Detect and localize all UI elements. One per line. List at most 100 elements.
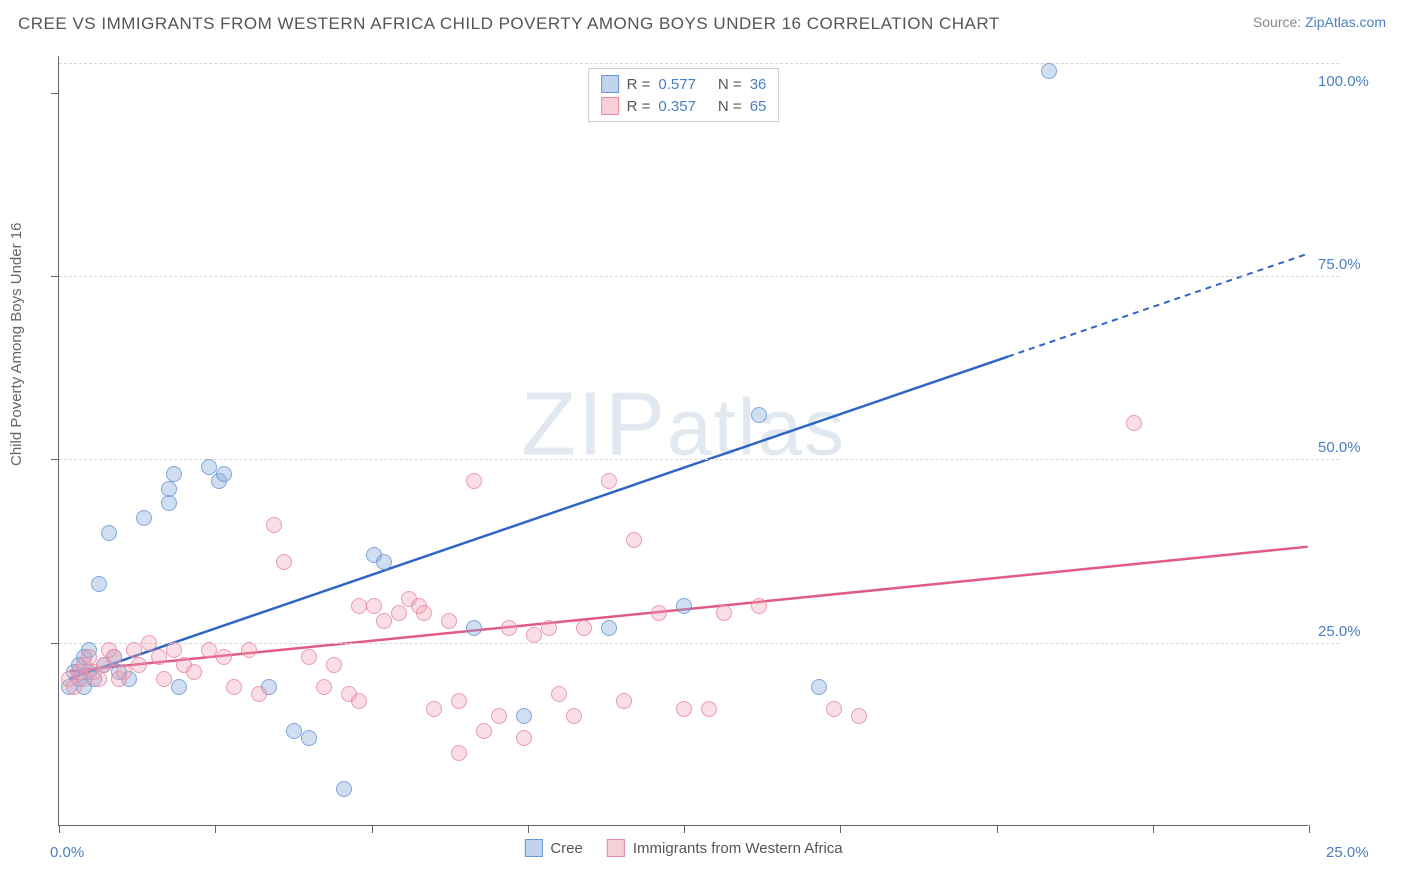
data-point [616,693,632,709]
data-point [171,679,187,695]
data-point [151,649,167,665]
data-point [91,576,107,592]
y-axis-label: Child Poverty Among Boys Under 16 [8,223,25,466]
data-point [1041,63,1057,79]
data-point [266,517,282,533]
y-tick [51,276,59,277]
data-point [251,686,267,702]
data-point [201,459,217,475]
data-point [301,649,317,665]
data-point [226,679,242,695]
data-point [551,686,567,702]
data-point [161,481,177,497]
data-point [451,693,467,709]
y-tick-label: 75.0% [1318,256,1361,273]
data-point [116,664,132,680]
y-tick-label: 100.0% [1318,73,1369,90]
data-point [376,613,392,629]
data-point [491,708,507,724]
x-tick [840,825,841,833]
data-point [516,708,532,724]
x-tick [528,825,529,833]
legend-swatch [601,97,619,115]
data-point [1126,415,1142,431]
data-point [326,657,342,673]
legend-swatch [601,75,619,93]
watermark: ZIPatlas [521,374,846,477]
data-point [441,613,457,629]
data-point [81,649,97,665]
data-point [141,635,157,651]
gridline [59,459,1339,460]
legend-n-value: 36 [750,76,767,93]
data-point [161,495,177,511]
data-point [186,664,202,680]
data-point [601,620,617,636]
data-point [541,620,557,636]
data-point [676,598,692,614]
data-point [301,730,317,746]
x-tick [215,825,216,833]
data-point [136,510,152,526]
legend-item: Cree [524,839,583,857]
data-point [751,598,767,614]
data-point [336,781,352,797]
legend-n-label: N = [718,98,742,115]
legend-n-label: N = [718,76,742,93]
legend-label: Cree [550,840,583,857]
legend-row: R = 0.357N = 65 [601,95,767,117]
data-point [101,525,117,541]
data-point [276,554,292,570]
data-point [716,605,732,621]
chart-container: Child Poverty Among Boys Under 16 ZIPatl… [18,46,1388,882]
legend-label: Immigrants from Western Africa [633,840,843,857]
y-tick-label: 50.0% [1318,439,1361,456]
source-attribution: Source: ZipAtlas.com [1253,14,1386,30]
legend-n-value: 65 [750,98,767,115]
x-tick [684,825,685,833]
legend-r-value: 0.577 [658,76,696,93]
data-point [701,701,717,717]
data-point [676,701,692,717]
y-tick-label: 25.0% [1318,623,1361,640]
data-point [216,649,232,665]
data-point [576,620,592,636]
data-point [126,642,142,658]
chart-title: CREE VS IMMIGRANTS FROM WESTERN AFRICA C… [18,14,1000,34]
x-tick [997,825,998,833]
data-point [651,605,667,621]
x-axis-max-label: 25.0% [1326,844,1369,861]
y-tick [51,93,59,94]
data-point [501,620,517,636]
data-point [391,605,407,621]
legend-r-label: R = [627,76,651,93]
x-tick [372,825,373,833]
data-point [516,730,532,746]
legend-item: Immigrants from Western Africa [607,839,843,857]
data-point [476,723,492,739]
y-tick [51,643,59,644]
data-point [166,642,182,658]
data-point [426,701,442,717]
data-point [811,679,827,695]
legend-r-label: R = [627,98,651,115]
data-point [216,466,232,482]
source-link[interactable]: ZipAtlas.com [1305,14,1386,30]
data-point [411,598,427,614]
data-point [601,473,617,489]
y-tick [51,459,59,460]
gridline [59,63,1339,64]
data-point [201,642,217,658]
data-point [566,708,582,724]
data-point [91,671,107,687]
data-point [316,679,332,695]
data-point [826,701,842,717]
data-point [241,642,257,658]
data-point [366,598,382,614]
x-axis-min-label: 0.0% [50,844,84,861]
data-point [156,671,172,687]
legend-swatch [524,839,542,857]
legend-row: R = 0.577 N = 36 [601,73,767,95]
x-tick [1309,825,1310,833]
x-tick [1153,825,1154,833]
